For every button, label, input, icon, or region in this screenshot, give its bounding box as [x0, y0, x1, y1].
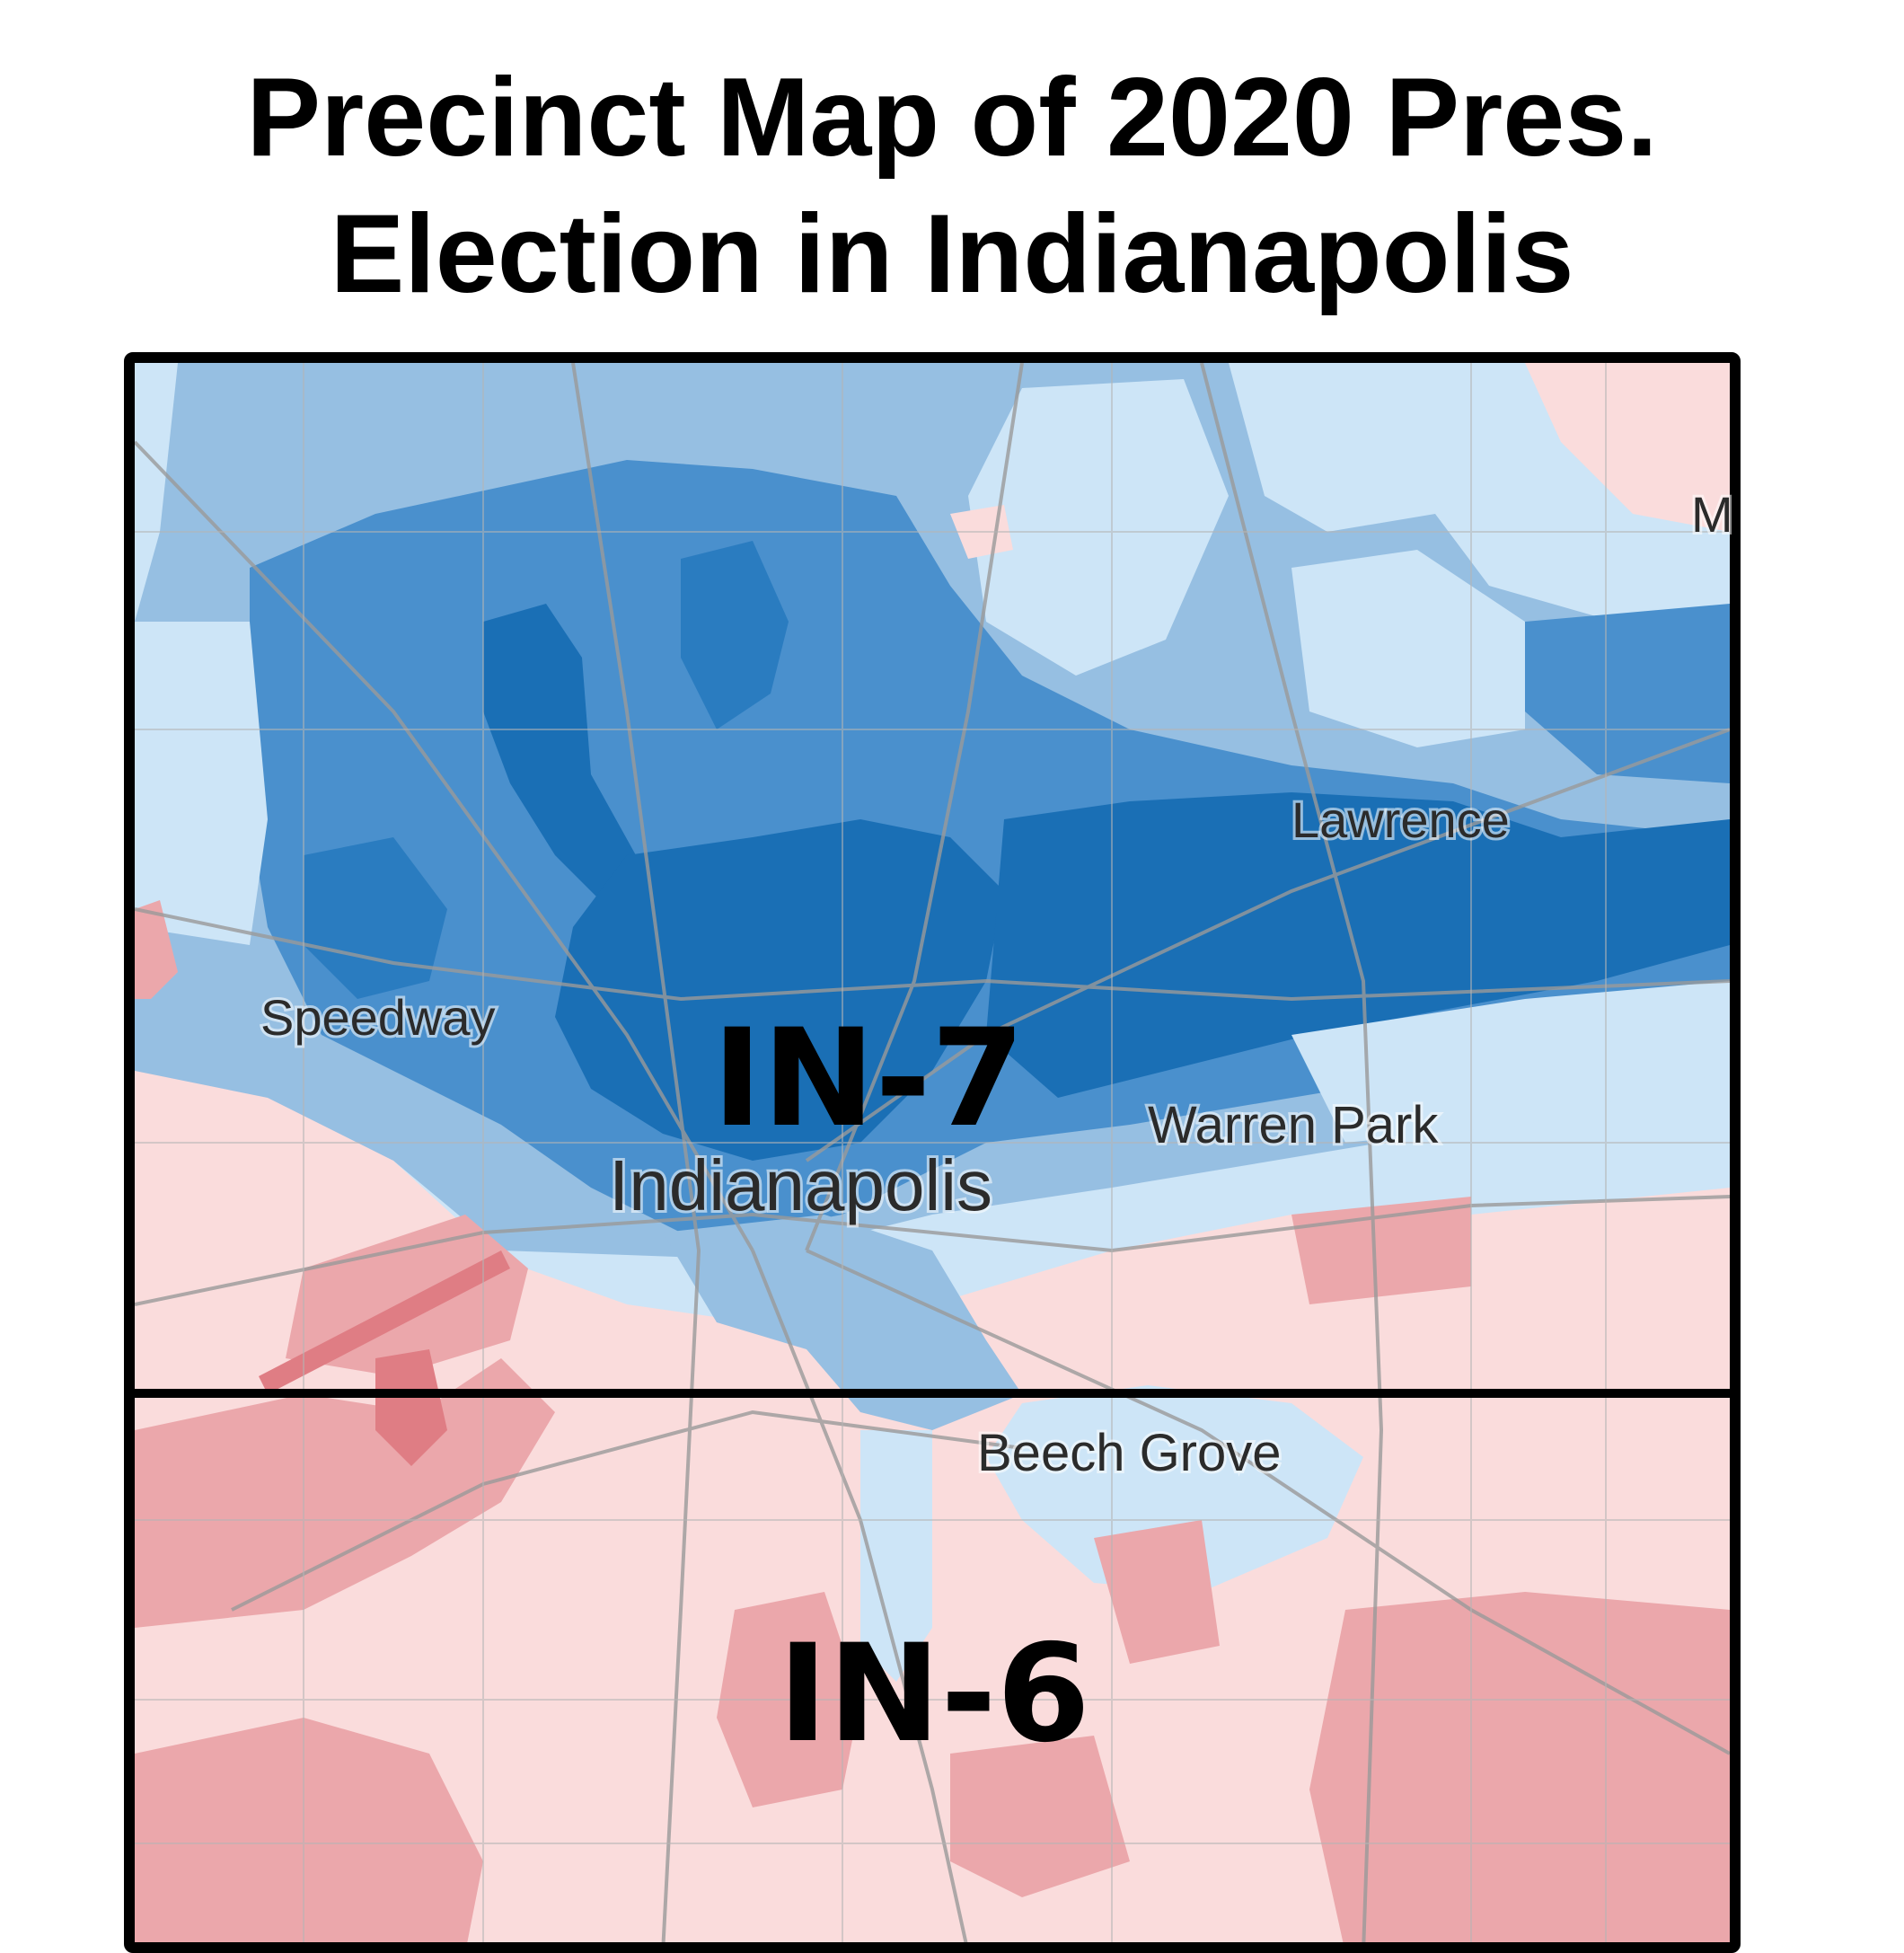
map-title: Precinct Map of 2020 Pres. Election in I… [0, 49, 1904, 323]
red-west-strong [375, 1349, 447, 1466]
light-blue-northeast [968, 379, 1229, 676]
strong-blue-west [304, 837, 447, 999]
red-southwest-lower [135, 1718, 483, 1942]
red-west-stripe [259, 1250, 510, 1394]
precinct-map: Lawrence Speedway Indianapolis Warren Pa… [124, 352, 1741, 1953]
medium-blue-northeast [1525, 604, 1730, 783]
red-southeast-large [1309, 1592, 1730, 1942]
label-lawrence: Lawrence [1291, 791, 1510, 848]
road-network [135, 363, 1730, 1942]
red-southwest [135, 1358, 555, 1628]
precinct-lines [135, 363, 1730, 1942]
red-northeast-corner [1525, 363, 1730, 532]
label-speedway: Speedway [260, 989, 496, 1046]
precinct-layer [135, 363, 1730, 1942]
red-east-patch-2 [1094, 1520, 1220, 1664]
south-blue-strip [860, 1430, 932, 1682]
beech-grove-blue [986, 1385, 1363, 1592]
strong-blue-north [681, 541, 789, 729]
label-indianapolis: Indianapolis [609, 1145, 992, 1225]
strong-blue-central [555, 819, 1004, 1161]
red-south-mid [950, 1736, 1130, 1897]
red-west-edge [135, 900, 178, 999]
light-blue-south-east [1291, 981, 1730, 1143]
title-line-1: Precinct Map of 2020 Pres. [246, 56, 1658, 180]
red-east-patch [1291, 1197, 1471, 1304]
strong-blue-northwest [483, 604, 636, 900]
light-blue-east [1291, 550, 1525, 747]
strong-blue-east [986, 792, 1730, 1098]
title-line-2: Election in Indianapolis [330, 192, 1574, 316]
map-border [124, 352, 1741, 1953]
label-edge-m: M [1691, 486, 1733, 543]
district-label-in6: IN-6 [778, 1616, 1090, 1772]
light-blue-west [135, 622, 268, 945]
label-warren-park: Warren Park [1148, 1096, 1439, 1154]
label-beech-grove: Beech Grove [977, 1424, 1282, 1482]
district-label-in7: IN-7 [712, 1001, 1025, 1157]
precinct-map-svg: Lawrence Speedway Indianapolis Warren Pa… [124, 352, 1741, 1953]
